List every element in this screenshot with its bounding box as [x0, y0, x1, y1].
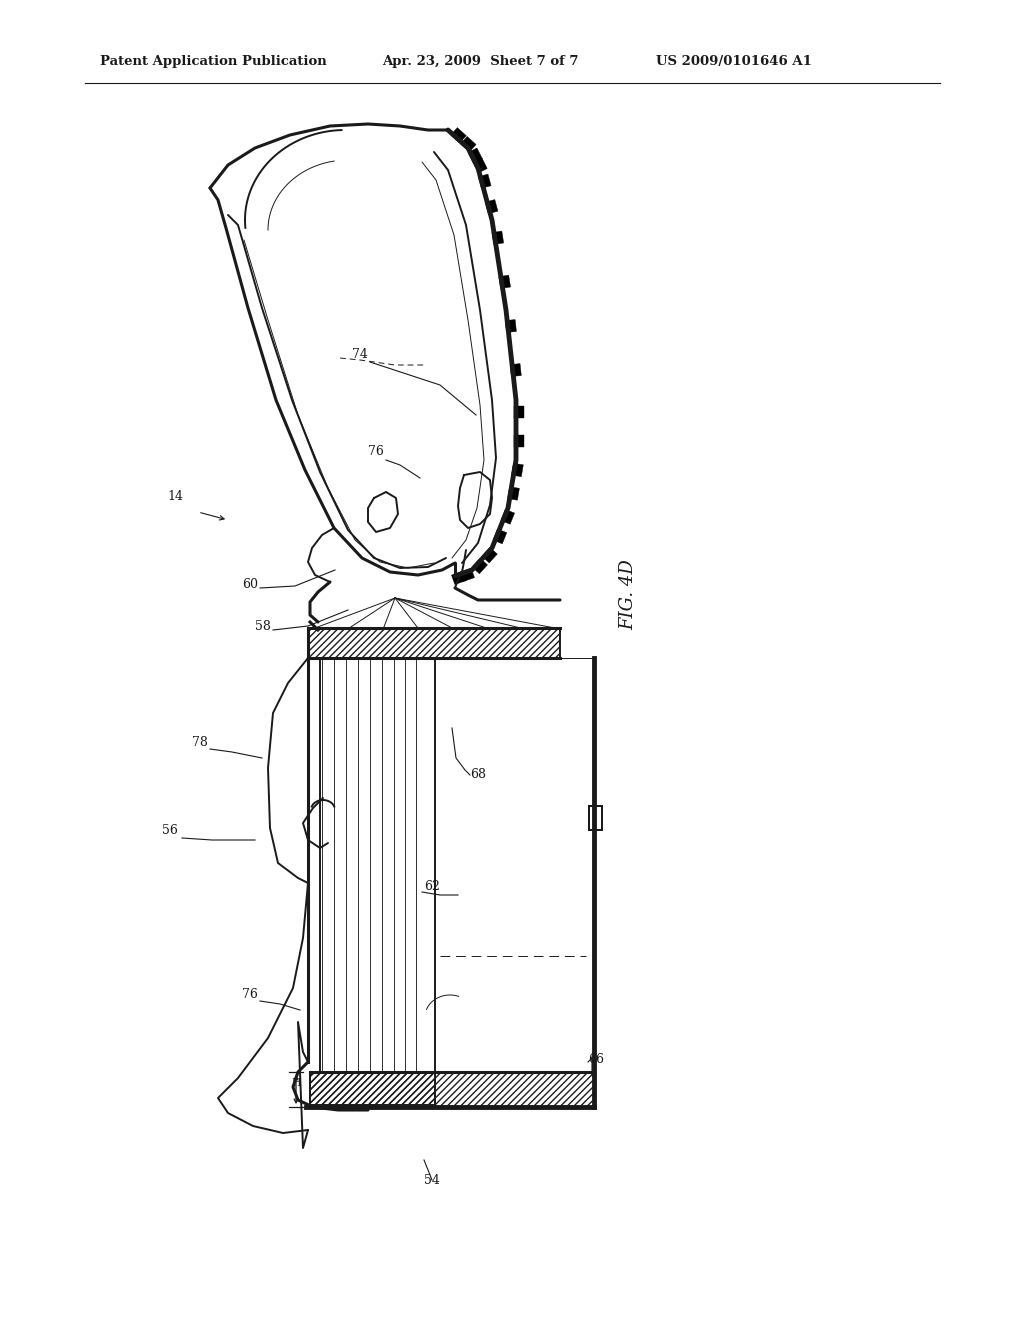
Polygon shape: [478, 174, 492, 189]
Polygon shape: [460, 568, 474, 582]
Text: 14: 14: [167, 490, 183, 503]
Text: Patent Application Publication: Patent Application Publication: [100, 55, 327, 69]
Polygon shape: [508, 487, 519, 500]
Polygon shape: [482, 548, 498, 562]
Polygon shape: [468, 148, 482, 164]
Polygon shape: [451, 128, 466, 143]
Bar: [310, 1072, 435, 1105]
Text: H: H: [291, 1077, 301, 1088]
Text: FIG. 4D: FIG. 4D: [618, 560, 637, 631]
Polygon shape: [472, 558, 487, 574]
Polygon shape: [514, 436, 524, 447]
Polygon shape: [485, 199, 498, 214]
Text: 68: 68: [470, 768, 486, 781]
Polygon shape: [461, 136, 476, 152]
Polygon shape: [493, 529, 507, 544]
Text: 60: 60: [242, 578, 258, 591]
Polygon shape: [452, 572, 466, 585]
Text: 54: 54: [424, 1173, 440, 1187]
Text: 58: 58: [255, 620, 271, 634]
Text: 76: 76: [368, 445, 384, 458]
Text: 78: 78: [193, 737, 208, 748]
Bar: [310, 1072, 594, 1107]
Polygon shape: [492, 231, 504, 244]
Polygon shape: [473, 158, 487, 173]
Polygon shape: [589, 807, 602, 830]
Text: US 2009/0101646 A1: US 2009/0101646 A1: [656, 55, 812, 69]
Text: 62: 62: [424, 880, 440, 894]
Polygon shape: [505, 319, 516, 333]
Polygon shape: [511, 463, 523, 477]
Polygon shape: [514, 405, 524, 417]
Text: Apr. 23, 2009  Sheet 7 of 7: Apr. 23, 2009 Sheet 7 of 7: [382, 55, 579, 69]
Text: 66: 66: [588, 1053, 604, 1067]
Text: 74: 74: [352, 348, 368, 360]
Text: 76: 76: [242, 987, 258, 1001]
Text: 56: 56: [162, 824, 178, 837]
Polygon shape: [510, 363, 521, 376]
Bar: [308, 628, 560, 657]
Polygon shape: [499, 275, 511, 289]
Polygon shape: [501, 510, 515, 524]
